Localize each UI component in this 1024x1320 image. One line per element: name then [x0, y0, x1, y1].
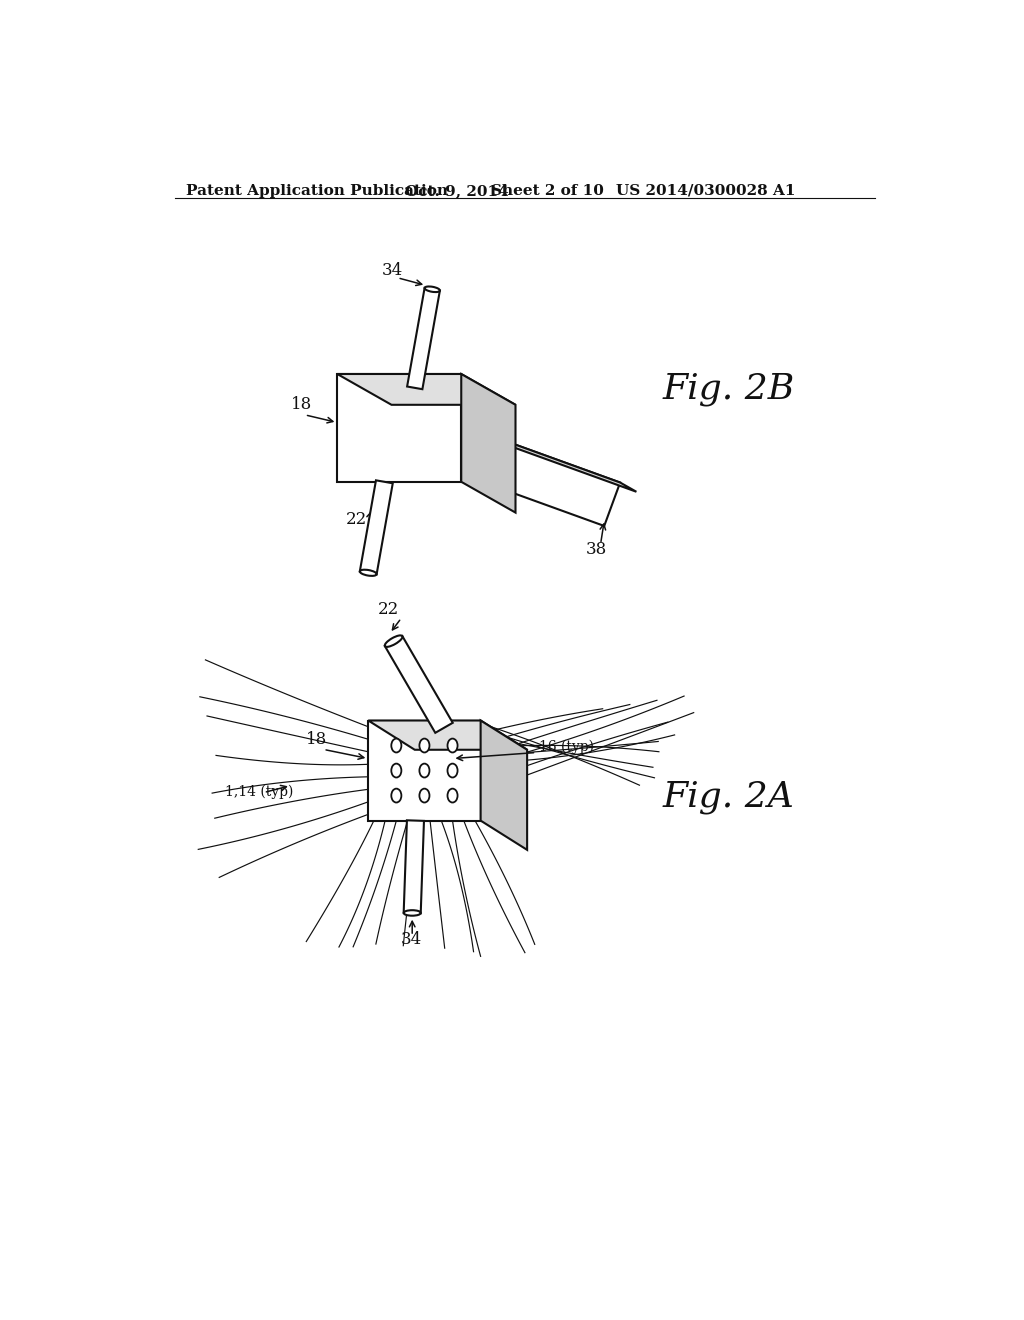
Text: US 2014/0300028 A1: US 2014/0300028 A1 — [616, 183, 796, 198]
Polygon shape — [497, 438, 636, 492]
Text: 18: 18 — [291, 396, 312, 413]
Ellipse shape — [359, 570, 377, 576]
Ellipse shape — [391, 763, 401, 777]
Ellipse shape — [391, 788, 401, 803]
Polygon shape — [337, 374, 461, 482]
Ellipse shape — [447, 763, 458, 777]
Text: Fig. 2A: Fig. 2A — [663, 780, 795, 814]
Polygon shape — [480, 438, 621, 525]
Polygon shape — [480, 721, 527, 850]
Ellipse shape — [385, 635, 402, 647]
Text: 16 (typ): 16 (typ) — [539, 739, 594, 754]
Polygon shape — [403, 820, 424, 913]
Text: 34: 34 — [400, 931, 422, 948]
Ellipse shape — [420, 763, 429, 777]
Text: Oct. 9, 2014: Oct. 9, 2014 — [406, 183, 509, 198]
Text: 38: 38 — [586, 541, 607, 558]
Text: Patent Application Publication: Patent Application Publication — [186, 183, 449, 198]
Text: Sheet 2 of 10: Sheet 2 of 10 — [490, 183, 603, 198]
Ellipse shape — [420, 788, 429, 803]
Polygon shape — [385, 636, 453, 733]
Text: 1,14 (typ): 1,14 (typ) — [225, 784, 293, 799]
Ellipse shape — [447, 788, 458, 803]
Text: 18: 18 — [306, 731, 328, 748]
Polygon shape — [359, 480, 393, 574]
Ellipse shape — [420, 739, 429, 752]
Text: 22: 22 — [346, 511, 367, 528]
Text: Fig. 2B: Fig. 2B — [663, 372, 795, 407]
Ellipse shape — [391, 739, 401, 752]
Polygon shape — [408, 288, 440, 389]
Polygon shape — [337, 374, 515, 405]
Ellipse shape — [447, 739, 458, 752]
Text: 34: 34 — [382, 263, 403, 280]
Polygon shape — [461, 374, 515, 512]
Ellipse shape — [425, 286, 440, 292]
Text: 22: 22 — [378, 601, 399, 618]
Polygon shape — [369, 721, 480, 821]
Polygon shape — [369, 721, 527, 750]
Ellipse shape — [403, 911, 421, 916]
